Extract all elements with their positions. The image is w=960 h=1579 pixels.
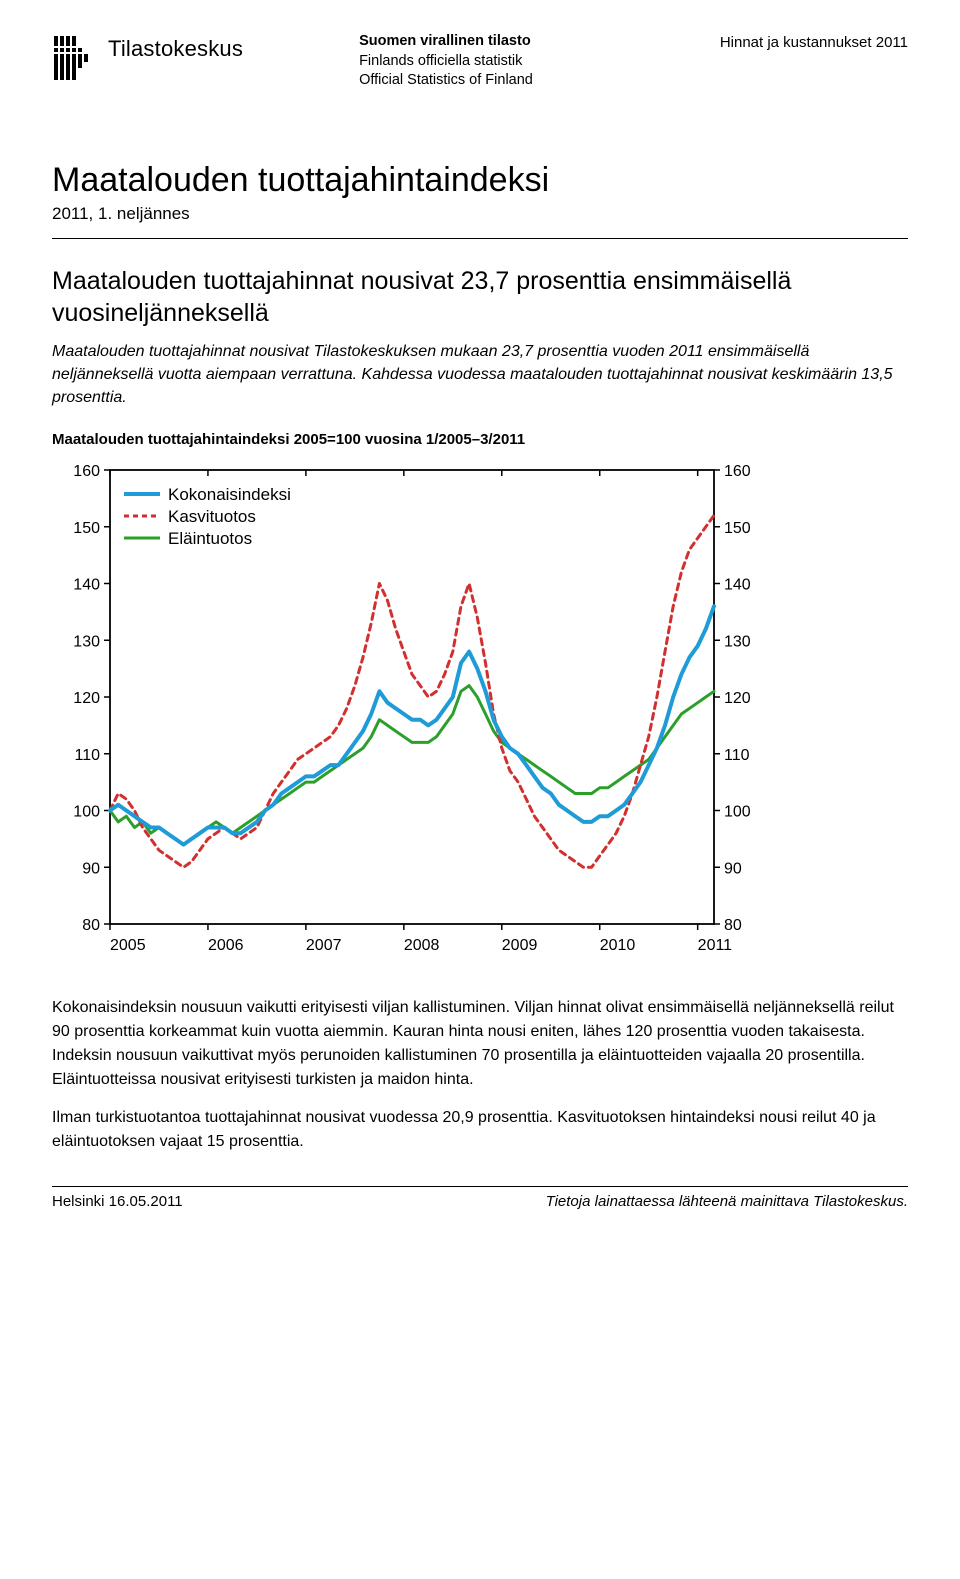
svg-text:2006: 2006 <box>208 937 244 954</box>
footer-date: Helsinki 16.05.2011 <box>52 1193 183 1210</box>
svt-block: Suomen virallinen tilasto Finlands offic… <box>359 32 533 91</box>
svg-text:2011: 2011 <box>698 937 733 954</box>
body-paragraph-2: Ilman turkistuotantoa tuottajahinnat nou… <box>52 1106 908 1154</box>
svg-text:100: 100 <box>724 804 751 821</box>
svg-text:2005: 2005 <box>110 937 146 954</box>
svg-text:160: 160 <box>724 463 751 480</box>
svt-en: Official Statistics of Finland <box>359 71 533 91</box>
body-paragraph-1: Kokonaisindeksin nousuun vaikutti erityi… <box>52 996 908 1092</box>
footer-attribution: Tietoja lainattaessa lähteenä mainittava… <box>546 1193 908 1210</box>
svg-text:80: 80 <box>82 917 100 934</box>
svg-text:120: 120 <box>73 690 100 707</box>
svg-text:140: 140 <box>73 577 100 594</box>
page-title: Maatalouden tuottajahintaindeksi <box>52 161 908 200</box>
svg-text:Kasvituotos: Kasvituotos <box>168 507 256 526</box>
svg-text:2008: 2008 <box>404 937 440 954</box>
svt-sv: Finlands officiella statistik <box>359 52 533 72</box>
svg-text:2007: 2007 <box>306 937 342 954</box>
svg-text:80: 80 <box>724 917 742 934</box>
svg-text:90: 90 <box>82 861 100 878</box>
chart-caption: Maatalouden tuottajahintaindeksi 2005=10… <box>52 431 908 448</box>
page-header: Tilastokeskus Suomen virallinen tilasto … <box>52 32 908 91</box>
svg-text:130: 130 <box>724 634 751 651</box>
svg-text:140: 140 <box>724 577 751 594</box>
svt-fi: Suomen virallinen tilasto <box>359 32 533 52</box>
line-chart: 80 80 90 90 100 100 110 110 120 120 130 130 140 140 15… <box>52 456 772 966</box>
svg-text:130: 130 <box>73 634 100 651</box>
footer-row: Helsinki 16.05.2011 Tietoja lainattaessa… <box>52 1193 908 1210</box>
chart-container: 80 80 90 90 100 100 110 110 120 120 130 130 140 140 15… <box>52 456 908 966</box>
svg-text:90: 90 <box>724 861 742 878</box>
svg-text:2009: 2009 <box>502 937 538 954</box>
lead-heading: Maatalouden tuottajahinnat nousivat 23,7… <box>52 265 908 330</box>
svg-text:150: 150 <box>73 520 100 537</box>
title-separator <box>52 238 908 239</box>
svg-text:2010: 2010 <box>600 937 636 954</box>
header-left: Tilastokeskus Suomen virallinen tilasto … <box>52 32 533 91</box>
svg-text:Kokonaisindeksi: Kokonaisindeksi <box>168 485 291 504</box>
svg-text:150: 150 <box>724 520 751 537</box>
topic-year: Hinnat ja kustannukset 2011 <box>720 34 908 51</box>
svg-text:120: 120 <box>724 690 751 707</box>
svg-text:Eläintuotos: Eläintuotos <box>168 529 252 548</box>
brand-name: Tilastokeskus <box>108 36 243 62</box>
svg-text:160: 160 <box>73 463 100 480</box>
svg-text:100: 100 <box>73 804 100 821</box>
lead-paragraph: Maatalouden tuottajahinnat nousivat Tila… <box>52 340 908 410</box>
page-subtitle: 2011, 1. neljännes <box>52 204 908 224</box>
footer-separator <box>52 1186 908 1187</box>
svg-text:110: 110 <box>74 747 100 764</box>
svg-text:110: 110 <box>724 747 750 764</box>
tilastokeskus-logo-icon <box>52 34 100 82</box>
